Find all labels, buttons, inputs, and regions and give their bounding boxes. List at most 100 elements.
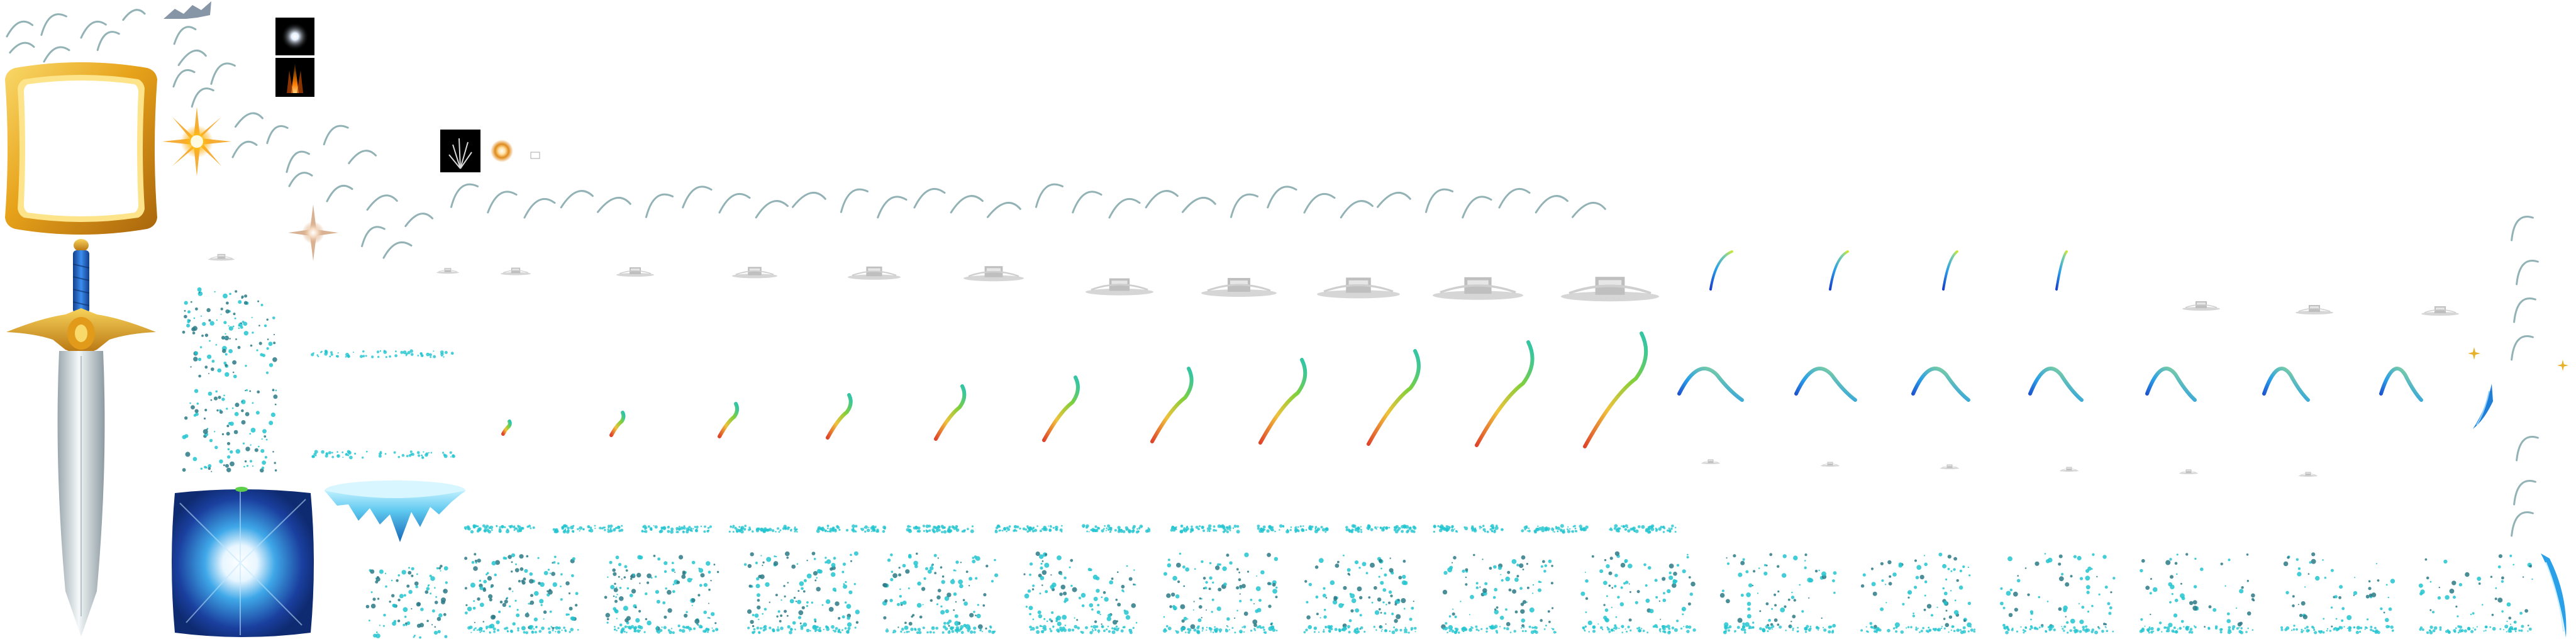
- teal-particles-icon: [747, 625, 857, 635]
- rainbow-trail-icon: [718, 402, 740, 438]
- teal-particles-icon: [1257, 524, 1329, 534]
- blue-arc-icon: [1794, 367, 1857, 402]
- swoosh-arc-icon: [404, 213, 434, 228]
- teal-particles-icon: [182, 287, 277, 379]
- grey-prop-icon: [2179, 469, 2198, 474]
- swoosh-arc-icon: [122, 9, 146, 21]
- grey-prop-icon: [2299, 472, 2318, 477]
- swoosh-arc-icon: [173, 26, 197, 45]
- teal-particles-icon: [1163, 552, 1279, 631]
- swoosh-arc-icon: [1424, 188, 1454, 213]
- teal-particles-icon: [604, 555, 719, 631]
- swoosh-arc-icon: [323, 125, 349, 146]
- grey-prop-icon: [2060, 467, 2079, 472]
- gold-frame-icon: [3, 60, 160, 236]
- swoosh-arc-icon: [2513, 480, 2536, 506]
- rainbow-trail-icon: [1475, 340, 1535, 447]
- grey-prop-icon: [1561, 277, 1659, 302]
- teal-particles-icon: [1163, 625, 1278, 635]
- rainbow-trail-icon: [1258, 358, 1307, 445]
- swoosh-arc-icon: [755, 200, 789, 219]
- teal-particles-icon: [1082, 524, 1151, 534]
- energy-cube-icon: [167, 484, 318, 641]
- grey-prop-icon: [1821, 462, 1840, 467]
- grey-prop-icon: [208, 253, 235, 261]
- teal-particles-icon: [614, 625, 719, 635]
- swoosh-arc-icon: [9, 42, 35, 54]
- swoosh-arc-icon: [682, 186, 713, 209]
- swoosh-arc-icon: [2513, 297, 2536, 323]
- teal-particles-icon: [743, 551, 860, 630]
- swoosh-arc-icon: [877, 196, 908, 219]
- teal-particles-icon: [816, 524, 886, 533]
- swoosh-arc-icon: [234, 112, 264, 128]
- grey-prop-icon: [963, 266, 1024, 282]
- swoosh-arc-icon: [2516, 436, 2539, 462]
- grey-prop-icon: [2296, 305, 2333, 314]
- swoosh-arc-icon: [1230, 193, 1259, 218]
- teal-particles-icon: [1860, 552, 1972, 629]
- blue-arc-icon: [2145, 367, 2197, 402]
- grey-prop-icon: [436, 268, 459, 274]
- blue-arc-icon: [2055, 250, 2068, 291]
- rainbow-trail-icon: [609, 411, 626, 437]
- swoosh-arc-icon: [288, 172, 313, 187]
- swoosh-arc-icon: [6, 20, 34, 38]
- blue-feather-icon: [2534, 552, 2572, 640]
- teal-particles-icon: [1582, 625, 1696, 635]
- swoosh-arc-icon: [1072, 191, 1102, 214]
- teal-particles-icon: [2139, 625, 2254, 635]
- swoosh-arc-icon: [40, 13, 67, 36]
- swoosh-arc-icon: [266, 125, 289, 145]
- teal-particles-icon: [311, 450, 455, 460]
- swoosh-arc-icon: [450, 183, 479, 208]
- teal-particles-icon: [2418, 554, 2533, 630]
- rainbow-trail-icon: [1583, 331, 1648, 448]
- teal-particles-icon: [2140, 553, 2255, 630]
- ice-platform-icon: [319, 477, 470, 546]
- swoosh-arc-icon: [1108, 197, 1141, 219]
- rainbow-trail-icon: [1367, 349, 1421, 446]
- teal-particles-icon: [882, 552, 999, 630]
- swoosh-arc-icon: [1535, 195, 1568, 214]
- teal-particles-icon: [464, 524, 535, 534]
- teal-particles-icon: [1441, 553, 1554, 630]
- teal-particles-icon: [1580, 551, 1696, 628]
- swoosh-arc-icon: [1377, 192, 1411, 208]
- grey-wing-shape: [162, 0, 213, 21]
- blue-feather-icon: [2470, 382, 2496, 433]
- gold-twinkle-icon: [2557, 360, 2568, 371]
- rainbow-trail-icon: [1042, 375, 1080, 442]
- swoosh-arc-icon: [80, 21, 107, 39]
- teal-particles-icon: [464, 553, 579, 631]
- teal-particles-icon: [2003, 625, 2114, 635]
- swoosh-arc-icon: [645, 193, 674, 218]
- blue-arc-icon: [1677, 367, 1744, 402]
- swoosh-arc-icon: [792, 192, 826, 208]
- teal-particles-icon: [906, 525, 974, 534]
- teal-particles-icon: [1433, 524, 1504, 533]
- teal-particles-icon: [994, 524, 1063, 533]
- swoosh-arc-icon: [597, 197, 631, 213]
- grey-prop-icon: [732, 267, 777, 279]
- swoosh-arc-icon: [913, 187, 946, 209]
- swoosh-arc-icon: [1572, 202, 1606, 218]
- swoosh-arc-icon: [366, 194, 398, 211]
- teal-particles-icon: [641, 525, 712, 534]
- teal-particles-icon: [1723, 625, 1835, 635]
- swoosh-arc-icon: [286, 150, 310, 173]
- swoosh-arc-icon: [840, 188, 869, 213]
- teal-particles-icon: [1521, 524, 1589, 534]
- teal-particles-icon: [2000, 553, 2116, 628]
- teal-particles-icon: [467, 625, 579, 635]
- swoosh-arc-icon: [1145, 190, 1179, 209]
- fire-streak-icon: [275, 58, 314, 97]
- grey-prop-icon: [1317, 277, 1400, 299]
- teal-particles-icon: [1609, 524, 1677, 534]
- teal-particles-icon: [182, 389, 278, 473]
- swoosh-arc-icon: [43, 46, 70, 63]
- rainbow-trail-icon: [826, 393, 853, 440]
